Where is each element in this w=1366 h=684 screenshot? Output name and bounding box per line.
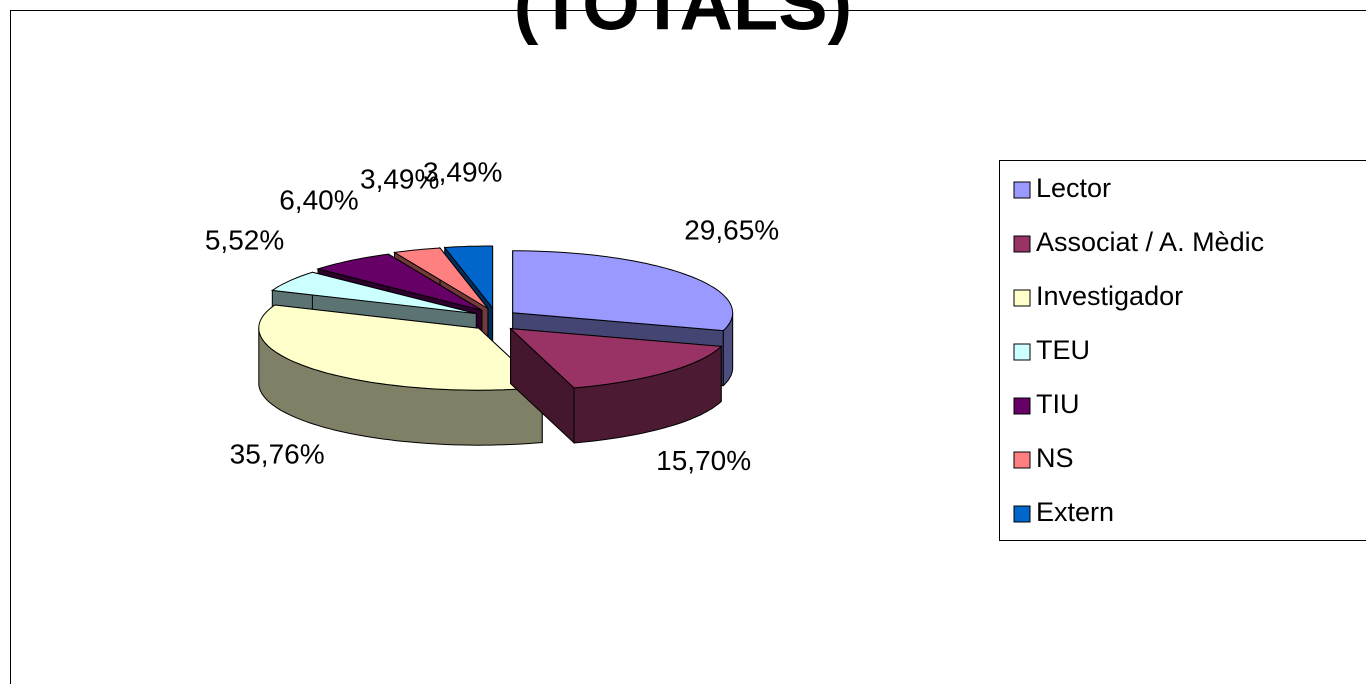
slice xyxy=(258,304,544,391)
data-label: 5,52% xyxy=(205,225,284,256)
data-label: 29,65% xyxy=(684,215,779,246)
legend-swatch xyxy=(1013,397,1031,415)
data-label: 35,76% xyxy=(230,439,325,470)
legend-swatch xyxy=(1013,235,1031,253)
slice xyxy=(443,245,494,310)
slice xyxy=(393,247,489,309)
slice xyxy=(512,250,734,332)
data-label: 15,70% xyxy=(656,445,751,476)
legend-swatch xyxy=(1013,181,1031,199)
legend-label: Lector xyxy=(1036,173,1111,203)
legend-swatch xyxy=(1013,451,1031,469)
legend-swatch xyxy=(1013,289,1031,307)
data-label: 3,49% xyxy=(423,156,502,187)
legend-label: Associat / A. Mèdic xyxy=(1036,227,1264,257)
slice xyxy=(316,253,483,311)
chart-title: (TOTALS) xyxy=(514,0,852,46)
legend-label: NS xyxy=(1036,443,1074,473)
legend-swatch xyxy=(1013,505,1031,523)
legend-swatch xyxy=(1013,343,1031,361)
slice xyxy=(509,327,723,389)
plot-border xyxy=(10,10,1366,684)
slice xyxy=(270,271,477,315)
data-label: 6,40% xyxy=(279,184,358,215)
legend-label: Investigador xyxy=(1036,281,1183,311)
legend-label: TIU xyxy=(1036,389,1080,419)
legend-label: TEU xyxy=(1036,335,1090,365)
data-label: 3,49% xyxy=(360,163,439,194)
legend-box xyxy=(999,160,1366,541)
legend-label: Extern xyxy=(1036,497,1114,527)
